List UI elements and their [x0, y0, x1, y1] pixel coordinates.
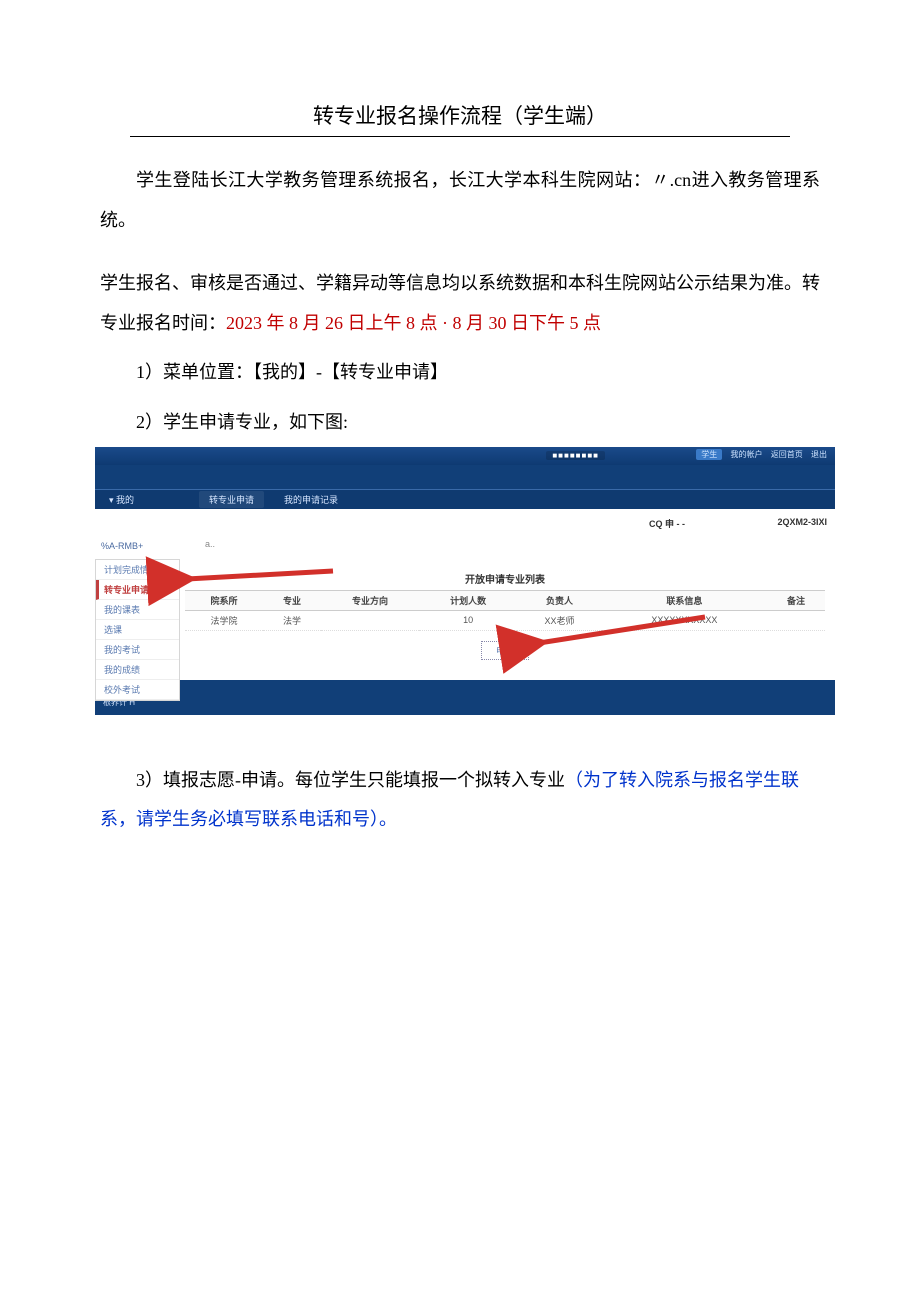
deadline-text: 2023 年 8 月 26 日上午 8 点 · 8 月 30 日下午 5 点 [226, 313, 601, 333]
col-note: 备注 [767, 590, 825, 610]
step-3: 3）填报志愿-申请。每位学生只能填报一个拟转入专业（为了转入院系与报名学生联系，… [100, 761, 820, 840]
cell-contact: XXXXXXXXXXX [602, 610, 767, 630]
apply-row: 申请 [175, 631, 835, 680]
cell-owner: XX老师 [517, 610, 602, 630]
tab-major-apply[interactable]: 转专业申请 [199, 491, 264, 508]
sidebar-item-schedule[interactable]: 我的课表 [96, 600, 179, 620]
topbar: ■■■■■■■■ 学生 我的帐户 返回首页 退出 [95, 447, 835, 465]
cell-direction [321, 610, 419, 630]
col-contact: 联系信息 [602, 590, 767, 610]
step-1: 1）菜单位置：【我的】-【转专业申请】 [100, 353, 820, 393]
cell-plan: 10 [419, 610, 517, 630]
major-table: 院系所 专业 专业方向 计划人数 负责人 联系信息 备注 法学院 法学 10 [185, 590, 825, 631]
step-2: 2）学生申请专业，如下图: [100, 403, 820, 443]
sidebar-item-external[interactable]: 校外考试 [96, 680, 179, 700]
tab-my-records[interactable]: 我的申请记录 [274, 491, 348, 508]
col-major: 专业 [263, 590, 321, 610]
midbar [95, 465, 835, 489]
apply-button[interactable]: 申请 [481, 641, 529, 660]
cell-dept: 法学院 [185, 610, 263, 630]
tab-my[interactable]: ▾ 我的 [95, 493, 175, 506]
cq-code: CQ 申 - - [649, 517, 685, 530]
tab-row: ▾ 我的 转专业申请 我的申请记录 [95, 489, 835, 509]
qx-code: 2QXM2-3IXI [777, 517, 827, 527]
ss-footer: ■化 IHI 根养计 H [95, 680, 835, 715]
topbar-right: 学生 我的帐户 返回首页 退出 [696, 449, 827, 460]
ui-screenshot: ■■■■■■■■ 学生 我的帐户 返回首页 退出 ▾ 我的 转专业申请 我的申请… [95, 447, 835, 715]
col-plan: 计划人数 [419, 590, 517, 610]
document-title: 转专业报名操作流程（学生端） [130, 100, 790, 137]
sidebar-item-exam[interactable]: 我的考试 [96, 640, 179, 660]
cell-note [767, 610, 825, 630]
col-owner: 负责人 [517, 590, 602, 610]
col-direction: 专业方向 [321, 590, 419, 610]
brand-code: %A-RMB+ [101, 541, 169, 551]
table-row: 法学院 法学 10 XX老师 XXXXXXXXXXX [185, 610, 825, 630]
sidebar-item-plan[interactable]: 计划完成情况 [96, 560, 179, 580]
cell-major: 法学 [263, 610, 321, 630]
footer-line-1: ■化 IHI [103, 685, 827, 696]
topbar-dots: ■■■■■■■■ [546, 451, 605, 460]
role-badge: 学生 [696, 449, 722, 460]
step-3-text: 3）填报志愿-申请。每位学生只能填报一个拟转入专业 [136, 770, 565, 790]
logout-link[interactable]: 退出 [811, 450, 827, 459]
footer-line-2: 根养计 H [103, 697, 827, 708]
sidebar-item-major-apply[interactable]: 转专业申请 [96, 580, 179, 600]
whitebar: CQ 申 - - 2QXM2-3IXI [95, 509, 835, 537]
ss-body: %A-RMB+ a.. 计划完成情况 转专业申请 我的课表 选课 我的考试 我的… [95, 537, 835, 680]
col-dept: 院系所 [185, 590, 263, 610]
intro-paragraph-1: 学生登陆长江大学教务管理系统报名，长江大学本科生院网站：〃.cn进入教务管理系统… [100, 161, 820, 240]
sidebar-item-select[interactable]: 选课 [96, 620, 179, 640]
ss-main: a.. 计划完成情况 转专业申请 我的课表 选课 我的考试 我的成绩 校外考试 … [175, 537, 835, 680]
table-header-row: 院系所 专业 专业方向 计划人数 负责人 联系信息 备注 [185, 590, 825, 610]
sidebar-item-grade[interactable]: 我的成绩 [96, 660, 179, 680]
intro-paragraph-2: 学生报名、审核是否通过、学籍异动等信息均以系统数据和本科生院网站公示结果为准。转… [100, 264, 820, 343]
my-account-link[interactable]: 我的帐户 [731, 450, 763, 459]
sidebar-menu: 计划完成情况 转专业申请 我的课表 选课 我的考试 我的成绩 校外考试 [95, 559, 180, 701]
table-title: 开放申请专业列表 [175, 565, 835, 586]
filter-line: a.. [205, 539, 215, 549]
home-link[interactable]: 返回首页 [771, 450, 803, 459]
